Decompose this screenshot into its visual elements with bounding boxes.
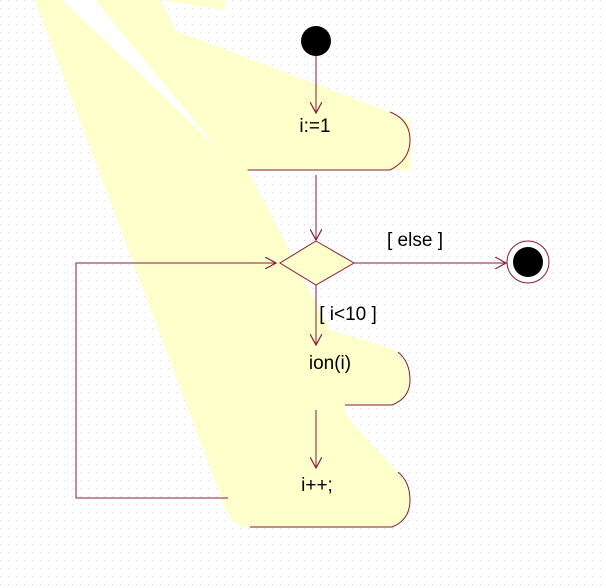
- activity-call-border: [345, 351, 411, 406]
- flow-increment-loop-back: [75, 263, 276, 499]
- initial-node[interactable]: [301, 26, 331, 56]
- activity-increment-label[interactable]: i++;: [301, 475, 333, 496]
- activity-call-label[interactable]: ion(i): [309, 353, 351, 374]
- guard-loop-label: [ i<10 ]: [319, 304, 377, 325]
- activity-init-border: [245, 111, 411, 171]
- final-node-core: [513, 247, 543, 277]
- guard-else-label: [ else ]: [387, 230, 443, 251]
- activity-init-label[interactable]: i:=1: [299, 116, 330, 137]
- activity-increment-border: [250, 471, 411, 528]
